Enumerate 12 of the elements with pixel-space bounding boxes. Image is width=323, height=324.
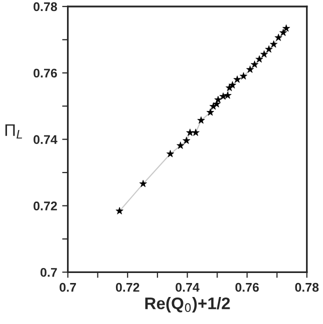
- x-tick-label: 0.7: [60, 282, 76, 292]
- y-tick-label: 0.72: [34, 202, 57, 210]
- y-tick-label: 0.7: [40, 268, 57, 277]
- x-axis-title: Re(Q$_{0}$)+1/2: [145, 297, 230, 313]
- y-tick-label: 0.74: [34, 135, 58, 144]
- y-tick-label: 0.76: [34, 68, 57, 78]
- y-axis-title: Π$_{L}$: [5, 124, 22, 139]
- x-tick-label: 0.78: [295, 282, 319, 292]
- x-tick-label: 0.76: [235, 282, 259, 292]
- x-tick-label: 0.74: [176, 282, 200, 292]
- x-tick-label: 0.72: [116, 282, 140, 292]
- y-tick-label: 0.78: [34, 2, 58, 12]
